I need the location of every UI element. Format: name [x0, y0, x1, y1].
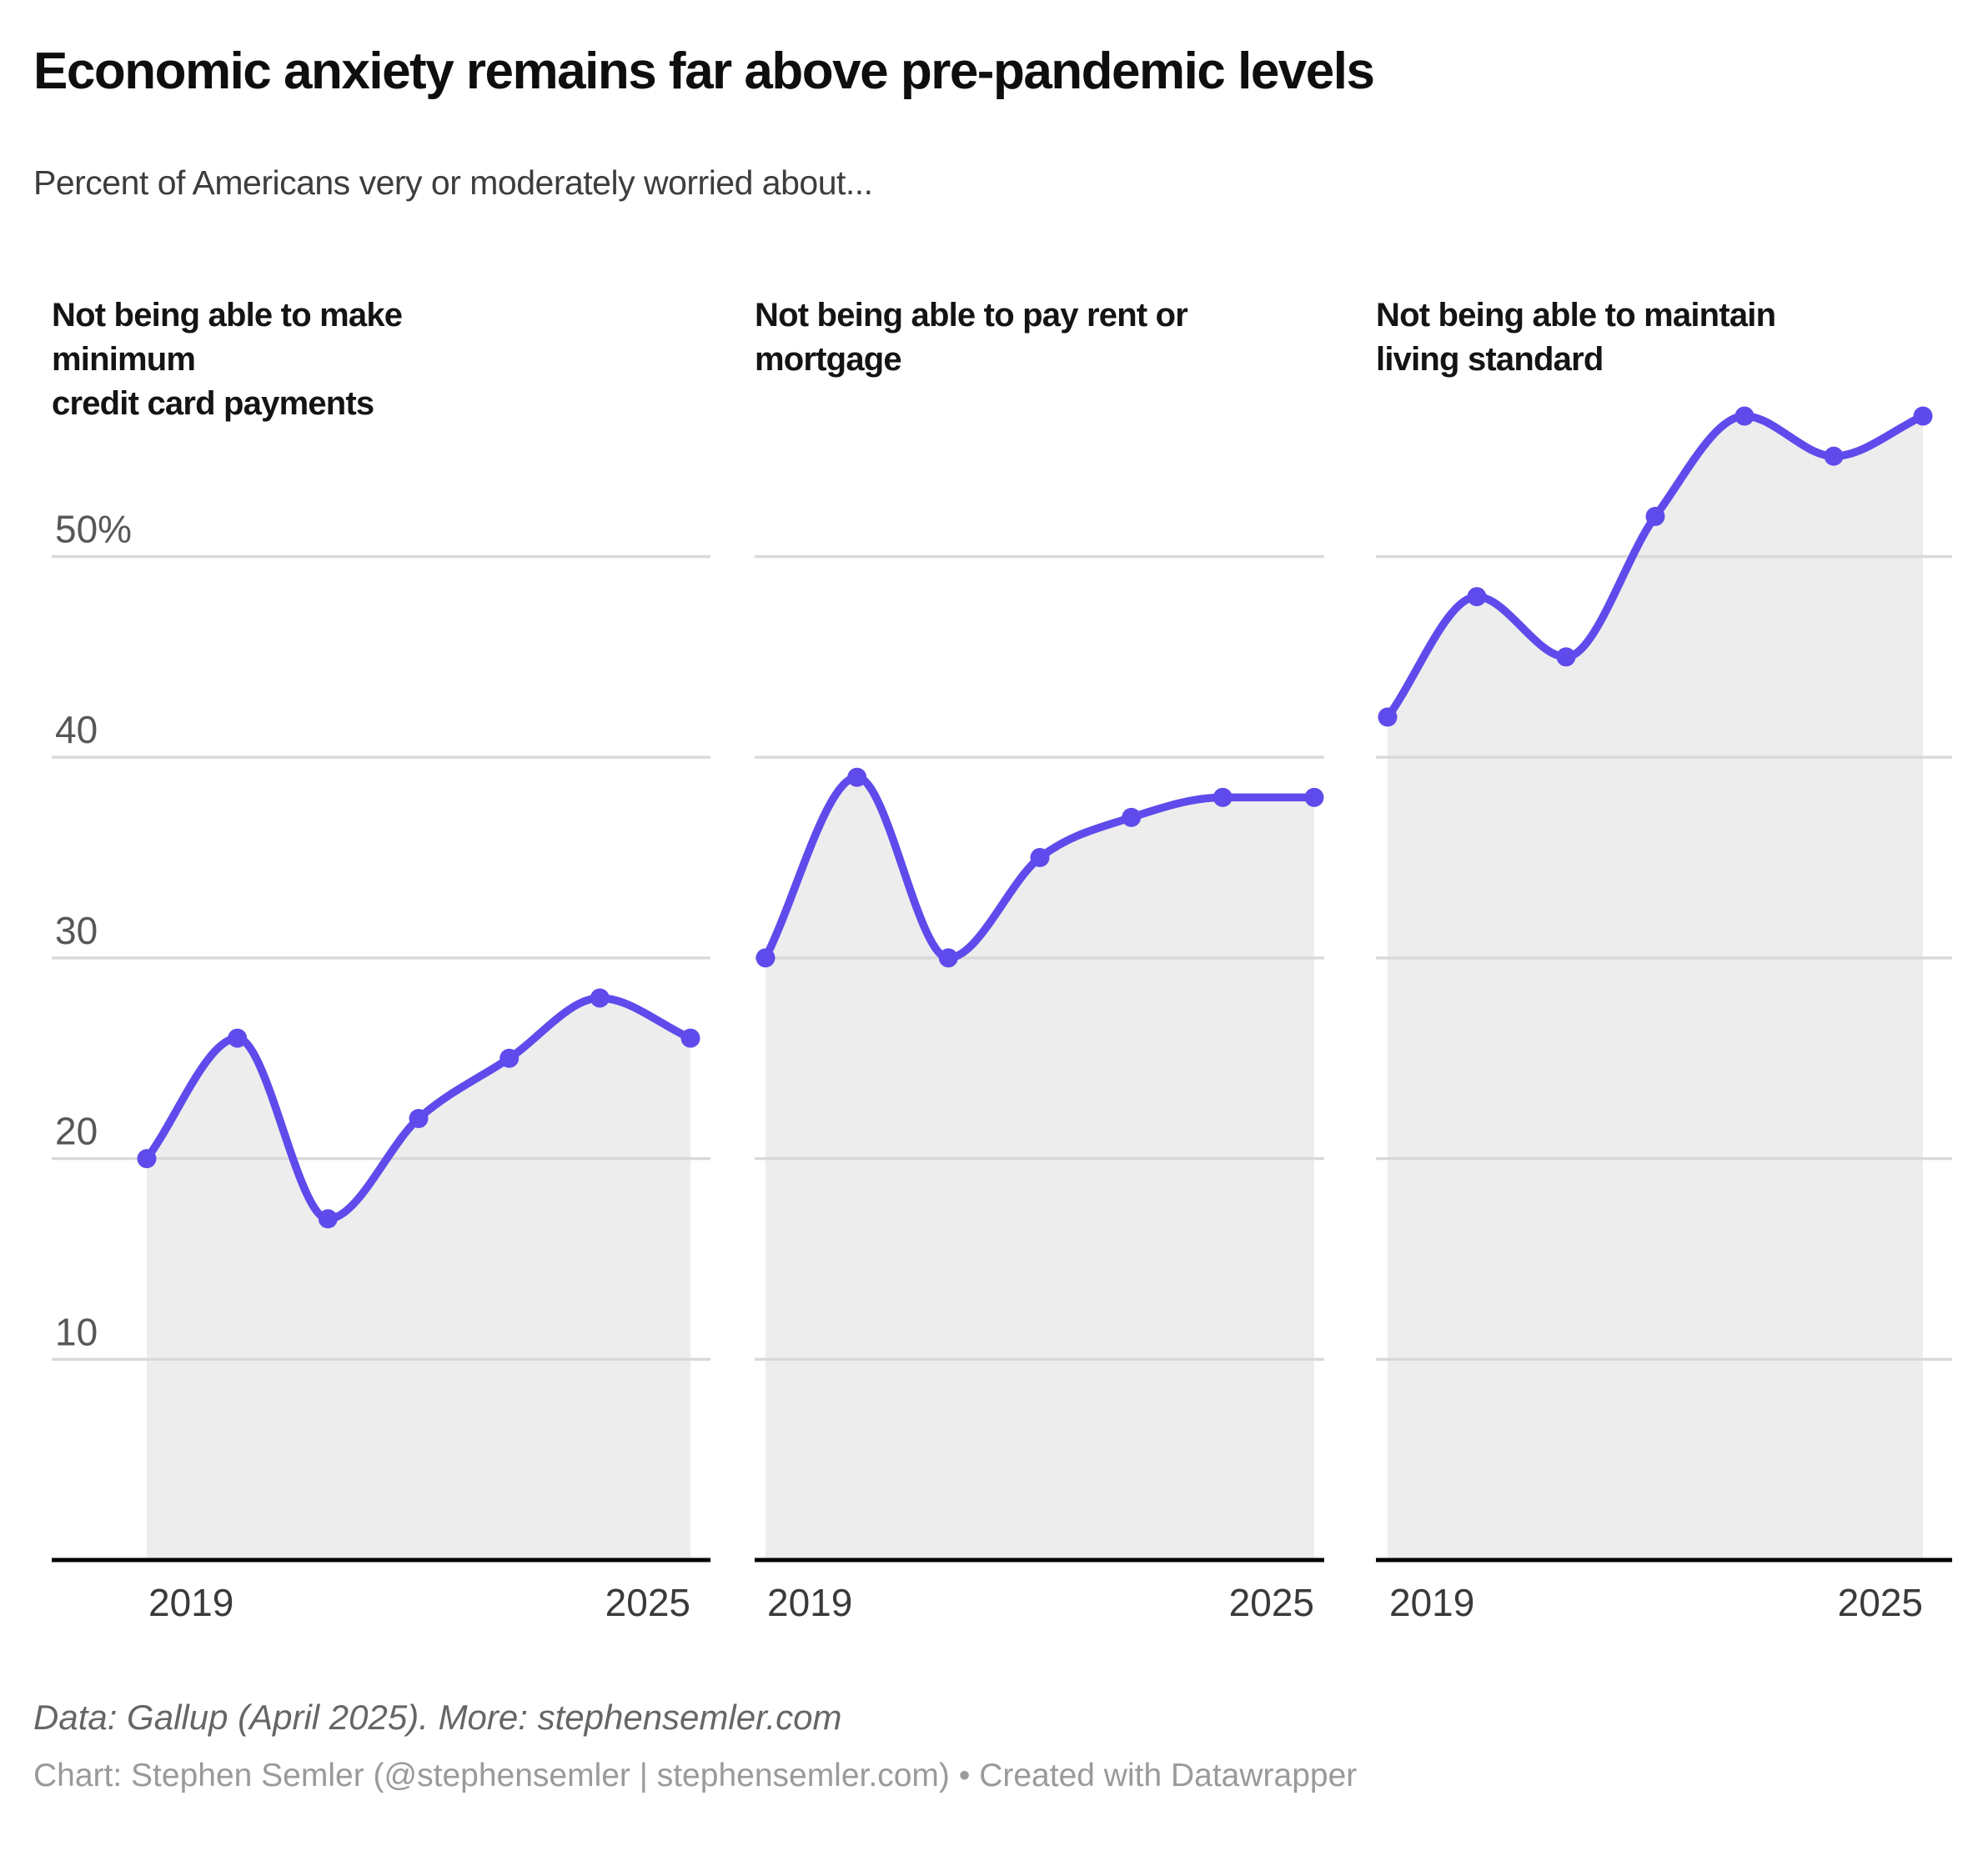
data-point-dot — [228, 1028, 248, 1048]
x-axis-baseline — [1376, 1558, 1952, 1563]
data-point-dot — [1212, 787, 1232, 807]
area-fill — [766, 777, 1314, 1560]
data-point-dot — [1378, 707, 1398, 727]
data-point-dot — [1122, 807, 1142, 827]
y-axis-tick-label: 30 — [55, 909, 98, 952]
data-point-dot — [1645, 506, 1665, 526]
x-axis-tick-label: 2019 — [767, 1581, 852, 1624]
panel-title-rent-mortgage: Not being able to pay rent or mortgage — [755, 293, 1255, 382]
x-axis-tick-label: 2019 — [1389, 1581, 1474, 1624]
x-axis-tick-label: 2025 — [605, 1581, 690, 1624]
panel-title-line: Not being able to make minimum — [52, 297, 403, 378]
x-axis-baseline — [52, 1558, 710, 1563]
data-point-dot — [1734, 406, 1755, 426]
chart-title: Economic anxiety remains far above pre-p… — [33, 43, 1375, 100]
panel-chart-canvas: 2019 2025 — [1376, 406, 1952, 1624]
panel-title-line: Not being able to pay rent or — [755, 297, 1188, 334]
panel-title-living-standard: Not being able to maintain living standa… — [1376, 293, 1876, 382]
data-point-dot — [756, 948, 776, 968]
data-point-dot — [1467, 587, 1487, 607]
area-fill — [1388, 416, 1923, 1560]
chart-subtitle: Percent of Americans very or moderately … — [33, 163, 873, 202]
panel-title-line: mortgage — [755, 341, 902, 378]
x-axis-tick-label: 2025 — [1229, 1581, 1314, 1624]
data-point-dot — [1824, 446, 1844, 466]
data-point-dot — [318, 1209, 338, 1229]
area-fill — [147, 998, 690, 1560]
data-point-dot — [1030, 848, 1050, 868]
data-point-dot — [1304, 787, 1324, 807]
x-axis-tick-label: 2019 — [148, 1581, 233, 1624]
x-axis-tick-label: 2025 — [1838, 1581, 1923, 1624]
footer-source: Data: Gallup (April 2025). More: stephen… — [33, 1698, 842, 1737]
data-point-dot — [680, 1028, 700, 1048]
y-axis-tick-label: 10 — [55, 1310, 98, 1353]
panel-title-line: credit card payments — [52, 385, 374, 422]
x-axis-baseline — [755, 1558, 1324, 1563]
y-axis-tick-label: 20 — [55, 1110, 98, 1153]
trend-line — [761, 773, 1318, 962]
data-point-dot — [409, 1108, 429, 1128]
data-point-dot — [137, 1149, 157, 1169]
data-point-dot — [847, 767, 867, 787]
panel-chart-canvas: 2019 2025 — [755, 554, 1324, 1624]
panel-title-credit-cards: Not being able to make minimum credit ca… — [52, 293, 552, 426]
panel-title-line: living standard — [1376, 341, 1604, 378]
panel-title-line: Not being able to maintain — [1376, 297, 1776, 334]
panel-chart-canvas: 50% 40 30 20 10 2019 2025 — [52, 508, 710, 1624]
data-point-dot — [590, 988, 610, 1008]
footer-byline: Chart: Stephen Semler (@stephensemler | … — [33, 1758, 1358, 1793]
data-point-dot — [1556, 647, 1576, 667]
data-point-dot — [500, 1048, 520, 1068]
data-point-dot — [938, 948, 958, 968]
data-point-dot — [1913, 406, 1933, 426]
y-axis-tick-label: 40 — [55, 708, 98, 751]
y-axis-tick-label: 50% — [55, 508, 132, 551]
